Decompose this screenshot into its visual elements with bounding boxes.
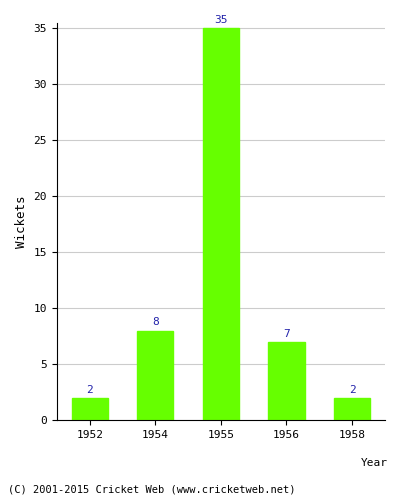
Y-axis label: Wickets: Wickets xyxy=(15,196,28,248)
Bar xyxy=(137,330,173,420)
Text: (C) 2001-2015 Cricket Web (www.cricketweb.net): (C) 2001-2015 Cricket Web (www.cricketwe… xyxy=(8,485,296,495)
Bar xyxy=(334,398,370,420)
Text: 2: 2 xyxy=(349,384,356,394)
Text: 2: 2 xyxy=(86,384,93,394)
Text: 8: 8 xyxy=(152,318,159,328)
Bar xyxy=(72,398,108,420)
Text: 7: 7 xyxy=(283,328,290,338)
Bar xyxy=(268,342,304,420)
Text: Year: Year xyxy=(361,458,388,468)
Bar xyxy=(203,28,239,420)
Text: 35: 35 xyxy=(214,15,228,25)
